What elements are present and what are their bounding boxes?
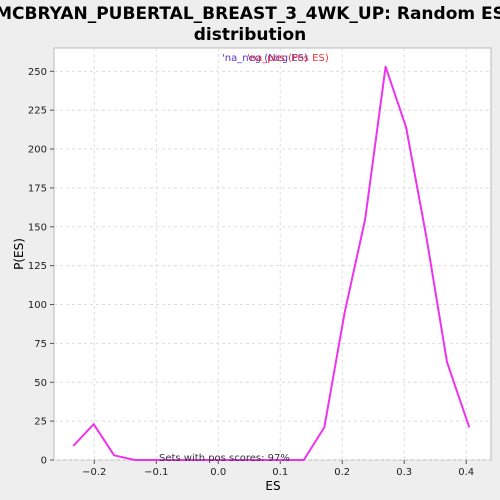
y-axis-label: P(ES)	[12, 238, 26, 270]
legend-entry-neg: 'na_neg (Neg ES)	[222, 53, 308, 64]
chart-title-line-2: distribution	[194, 25, 306, 45]
grid	[54, 48, 491, 461]
x-tick-label: 0.3	[396, 467, 412, 478]
y-tick-label: 25	[34, 417, 47, 428]
y-tick-label: 75	[34, 339, 47, 350]
distribution-line	[72, 65, 471, 461]
x-tick-label: 0.2	[334, 467, 350, 478]
x-tick-label: 0.1	[272, 467, 288, 478]
y-tick-label: 175	[28, 183, 47, 194]
y-tick-label: 125	[28, 261, 47, 272]
x-tick-label: −0.1	[144, 467, 168, 478]
x-tick-label: −0.2	[82, 467, 106, 478]
y-tick-label: 250	[28, 67, 47, 78]
y-tick-label: 225	[28, 106, 47, 117]
pos-scores-annotation: Sets with pos scores: 97%	[159, 453, 290, 464]
x-axis-label: ES	[265, 479, 280, 493]
x-tick-label: 0.4	[458, 467, 474, 478]
x-tick-label: 0.0	[210, 467, 226, 478]
y-tick-label: 150	[28, 222, 47, 233]
series-layer	[72, 65, 471, 461]
chart-title-line-1: MCBRYAN_PUBERTAL_BREAST_3_4WK_UP: Random…	[0, 4, 500, 24]
legend-entry-pos: 'na_pos (Pos ES)	[247, 53, 329, 64]
y-tick-label: 50	[34, 378, 47, 389]
y-tick-label: 200	[28, 145, 47, 156]
y-tick-label: 100	[28, 300, 47, 311]
plot-area	[53, 47, 492, 461]
y-axis: 0 25 50 75 100 125 150 175 200 225 250	[28, 67, 54, 467]
y-tick-label: 0	[41, 456, 47, 467]
